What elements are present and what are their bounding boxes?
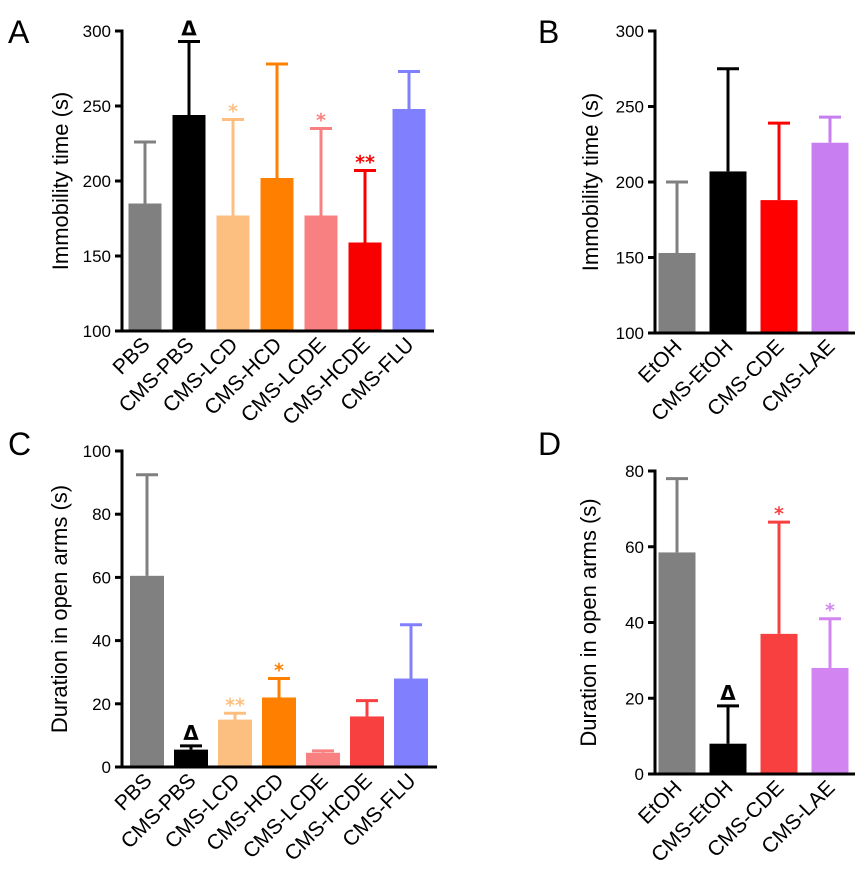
y-tick-label: 150	[83, 247, 111, 266]
y-tick-label: 100	[83, 322, 111, 341]
panel-letter-c: C	[8, 426, 32, 462]
y-tick-label: 150	[616, 249, 644, 268]
bar-cms-lcde	[306, 752, 340, 767]
significance-mark-cms-etoh: Δ	[720, 681, 736, 705]
bar-cms-hcd	[260, 178, 294, 331]
y-tick-label: 100	[616, 324, 644, 343]
panel-b: B Immobility time (s) 100 150 200 250 300 EtOH…	[530, 0, 865, 430]
y-tick-label: 200	[616, 173, 644, 192]
bar-etoh	[658, 252, 696, 333]
immobility-chart-b: Immobility time (s)100150200250300EtOHCM…	[578, 22, 855, 426]
bar-cms-pbs	[172, 115, 206, 331]
y-tick-label: 250	[616, 98, 644, 117]
panel-d: D Duration in open arms (s) 0 20 40 60 80 EtOH…	[530, 426, 865, 886]
bar-cms-flu	[394, 678, 428, 767]
bar-pbs	[128, 203, 162, 331]
significance-mark-cms-pbs: Δ	[181, 17, 197, 41]
bar-etoh	[658, 552, 696, 774]
panel-c: C Duration in open arms (s) 0 20 40 60 80 100 P…	[0, 426, 440, 886]
y-tick-label: 40	[92, 632, 111, 651]
y-tick-label: 80	[92, 505, 111, 524]
significance-mark-cms-hcd: *	[274, 660, 284, 682]
bar-cms-flu	[392, 109, 426, 331]
significance-mark-cms-pbs: Δ	[183, 721, 199, 745]
bar-cms-lcd	[216, 215, 250, 331]
y-tick-label: 60	[92, 568, 111, 587]
immobility-chart-a: Immobility time (s)100150200250300PBSΔCM…	[48, 17, 434, 430]
y-axis-label: Immobility time (s)	[48, 92, 73, 270]
bar-cms-etoh	[709, 743, 747, 774]
bar-cms-cde	[760, 633, 798, 774]
significance-mark-cms-lcd: **	[225, 694, 245, 716]
bar-cms-lcd	[218, 719, 252, 767]
y-axis-label: Immobility time (s)	[578, 93, 603, 271]
panel-letter-d: D	[538, 426, 562, 462]
y-tick-label: 60	[625, 538, 644, 557]
y-tick-label: 40	[625, 614, 644, 633]
bar-cms-hcde	[350, 716, 384, 767]
bar-cms-lae	[811, 667, 849, 774]
y-tick-label: 300	[616, 22, 644, 41]
bar-cms-lcde	[304, 215, 338, 331]
significance-mark-cms-hcde: **	[355, 152, 375, 174]
bar-cms-hcd	[262, 697, 296, 767]
bar-cms-lae	[811, 142, 849, 333]
significance-mark-cms-lcde: *	[316, 110, 326, 132]
significance-mark-cms-cde: *	[774, 503, 784, 525]
bar-cms-pbs	[174, 749, 208, 767]
bar-cms-etoh	[709, 171, 747, 333]
significance-mark-cms-lcd: *	[228, 101, 238, 123]
bar-pbs	[130, 575, 164, 767]
panel-a: A Immobility time (s) 100 150 200 250 300 PBS Δ…	[0, 0, 440, 430]
y-axis-label: Duration in open arms (s)	[47, 485, 72, 733]
significance-mark-cms-lae: *	[825, 600, 835, 622]
bar-cms-hcde	[348, 242, 382, 331]
y-tick-label: 0	[635, 765, 644, 784]
open-arms-chart-c: Duration in open arms (s)020406080100PBS…	[47, 442, 437, 866]
y-tick-label: 0	[102, 758, 111, 777]
y-tick-label: 20	[625, 689, 644, 708]
y-tick-label: 20	[92, 695, 111, 714]
panel-letter-a: A	[8, 14, 30, 50]
y-tick-label: 100	[83, 442, 111, 461]
y-tick-label: 200	[83, 172, 111, 191]
y-tick-label: 80	[625, 462, 644, 481]
panel-letter-b: B	[538, 14, 560, 50]
open-arms-chart-d: Duration in open arms (s)020406080EtOHΔC…	[576, 462, 855, 867]
bar-cms-cde	[760, 200, 798, 333]
y-axis-label: Duration in open arms (s)	[576, 498, 601, 746]
y-tick-label: 300	[83, 22, 111, 41]
y-tick-label: 250	[83, 97, 111, 116]
